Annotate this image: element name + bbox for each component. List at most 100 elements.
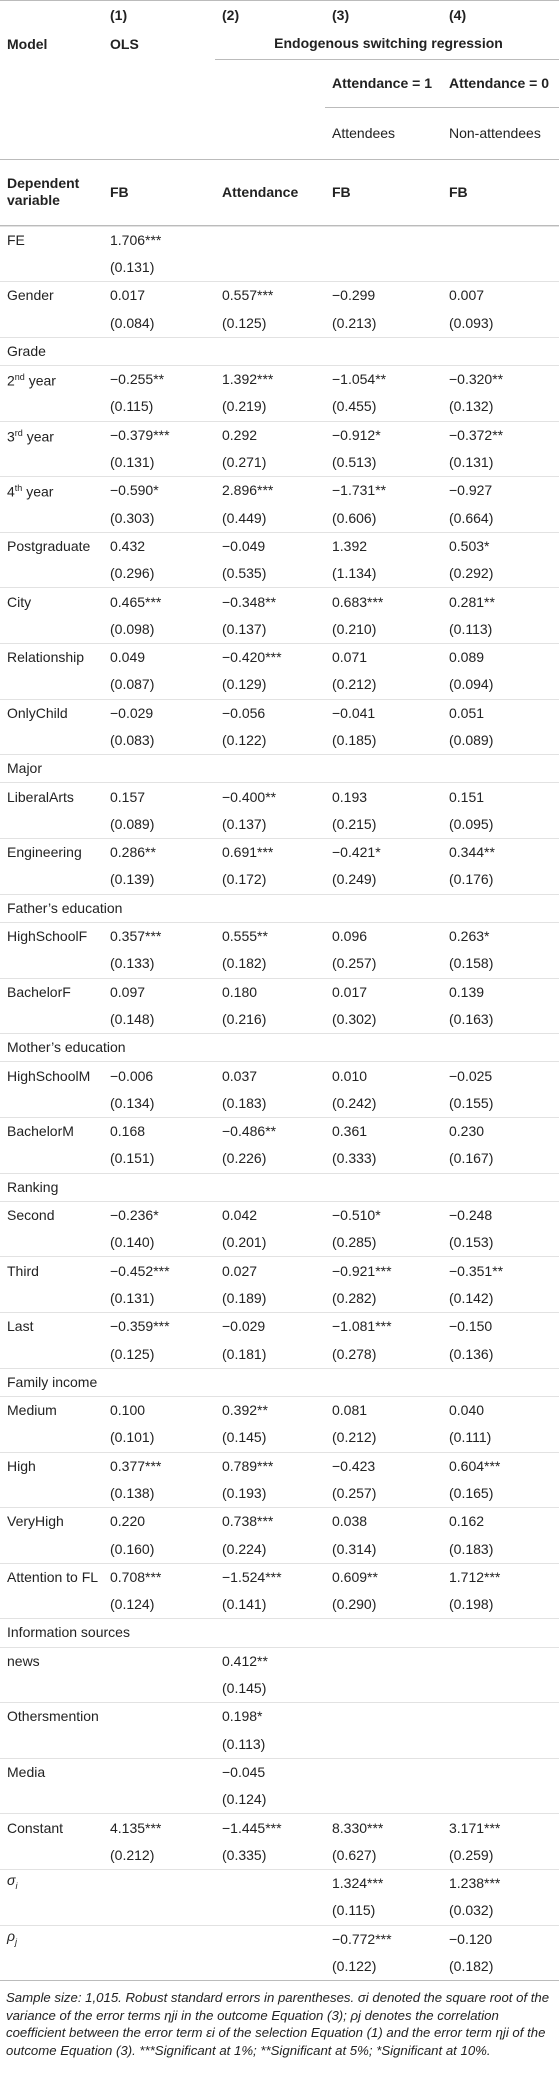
row-label: Gender	[0, 281, 103, 310]
section-label: Major	[0, 754, 559, 783]
table-row: (0.113)	[0, 1731, 559, 1759]
cell: (0.219)	[222, 398, 267, 415]
cell: (0.271)	[222, 454, 267, 471]
row-label	[0, 1953, 103, 1980]
cell	[215, 1897, 325, 1925]
cell: (1.134)	[332, 565, 377, 582]
cell: (0.193)	[222, 1485, 267, 1501]
row-label	[0, 727, 103, 755]
cell: (0.333)	[332, 1150, 377, 1167]
cell: 0.096	[325, 921, 442, 951]
cell: (0.210)	[332, 620, 377, 637]
row-label	[0, 866, 103, 894]
cell: 0.292	[215, 420, 325, 449]
cell: (0.153)	[449, 1234, 494, 1251]
cell: 0.017	[103, 281, 215, 310]
cell: −0.120	[442, 1924, 559, 1953]
row-label: 3rd year	[0, 420, 103, 449]
cell: 0.180	[215, 977, 325, 1006]
cell: 0.357***	[103, 921, 215, 951]
row-label: LiberalArts	[0, 782, 103, 811]
row-label: Second	[0, 1200, 103, 1230]
row-label	[0, 1090, 103, 1118]
cell	[103, 1869, 215, 1898]
cell: (0.131)	[110, 454, 155, 471]
cell	[103, 1953, 215, 1980]
section-label: Father’s education	[0, 893, 559, 923]
cell: (0.101)	[110, 1429, 155, 1446]
cell: (0.163)	[449, 1010, 494, 1027]
cell: (0.167)	[449, 1150, 494, 1167]
cell: (0.113)	[449, 620, 493, 637]
cell: −0.248	[442, 1200, 559, 1230]
row-label: VeryHigh	[0, 1507, 103, 1536]
esr-label: Endogenous switching regression	[215, 29, 559, 60]
cell: (0.032)	[449, 1902, 494, 1919]
table-row: (0.133) (0.182) (0.257) (0.158)	[0, 950, 559, 978]
cell: 0.392**	[215, 1395, 325, 1425]
cell	[103, 1897, 215, 1925]
row-label	[0, 560, 103, 588]
row-label	[0, 1340, 103, 1368]
cell: (0.314)	[332, 1540, 377, 1557]
cell: 0.503*	[442, 531, 559, 561]
cell: (0.131)	[110, 1289, 155, 1306]
cell: −0.029	[215, 1312, 325, 1341]
cell: (0.201)	[222, 1234, 267, 1251]
table-row: (0.131) (0.189) (0.282) (0.142)	[0, 1285, 559, 1313]
cell	[442, 1757, 559, 1787]
table-row: (0.296) (0.535) (1.134) (0.292)	[0, 560, 559, 588]
table-row: (0.138) (0.193) (0.257) (0.165)	[0, 1480, 559, 1508]
table-row: Othersmention 0.198*	[0, 1702, 559, 1731]
table-row: Postgraduate 0.432 −0.049 1.392 0.503*	[0, 531, 559, 561]
cell: (0.145)	[222, 1680, 267, 1697]
cell	[325, 1786, 442, 1814]
cell	[215, 1953, 325, 1980]
cell: −0.486**	[215, 1117, 325, 1146]
cell: 0.100	[103, 1395, 215, 1425]
row-label	[0, 1675, 103, 1703]
table-row: BachelorM 0.168 −0.486** 0.361 0.230	[0, 1117, 559, 1146]
cell: (0.137)	[222, 620, 267, 637]
table-row: Ranking	[0, 1172, 559, 1202]
table-row: Grade	[0, 336, 559, 366]
cell: 0.683***	[325, 587, 442, 616]
cell: −0.320**	[442, 364, 559, 394]
row-label: OnlyChild	[0, 698, 103, 727]
cell: (0.125)	[222, 314, 267, 331]
cell: (0.242)	[332, 1094, 377, 1111]
table-row: VeryHigh 0.220 0.738*** 0.038 0.162	[0, 1507, 559, 1536]
cell	[325, 225, 442, 254]
cell: −1.445***	[215, 1813, 325, 1842]
row-label	[0, 1842, 103, 1870]
row-label	[0, 1731, 103, 1759]
cell: (0.095)	[449, 815, 494, 832]
cell: (0.122)	[332, 1958, 377, 1975]
cell: 4.135***	[103, 1813, 215, 1842]
dependent: FB	[325, 158, 442, 225]
cell: 0.139	[442, 977, 559, 1006]
table-row: LiberalArts 0.157 −0.400** 0.193 0.151	[0, 782, 559, 811]
cell: 0.081	[325, 1395, 442, 1425]
cell: 0.344**	[442, 838, 559, 867]
cell: −0.912*	[325, 420, 442, 449]
row-label: σi	[0, 1869, 103, 1898]
cell: −1.081***	[325, 1312, 442, 1341]
table-row: 3rd year −0.379*** 0.292 −0.912* −0.372**	[0, 420, 559, 449]
cell	[103, 1731, 215, 1759]
row-label	[0, 1897, 103, 1925]
cell: 0.377***	[103, 1451, 215, 1480]
cell	[325, 1675, 442, 1703]
cell: 0.162	[442, 1507, 559, 1536]
row-label	[0, 309, 103, 337]
cell: 0.465***	[103, 587, 215, 616]
row-label: FE	[0, 225, 103, 254]
section-label: Mother’s education	[0, 1033, 559, 1062]
table-row: Engineering 0.286** 0.691*** −0.421* 0.344**	[0, 838, 559, 867]
table-row: Second −0.236* 0.042 −0.510* −0.248	[0, 1200, 559, 1230]
cell: 1.238***	[442, 1869, 559, 1898]
cell: 0.555**	[215, 921, 325, 951]
cell: (0.098)	[110, 620, 155, 637]
cell: 0.738***	[215, 1507, 325, 1536]
cell: −0.006	[103, 1061, 215, 1090]
